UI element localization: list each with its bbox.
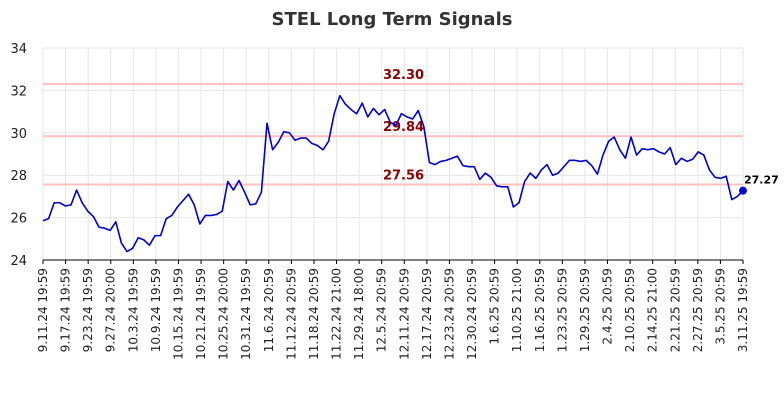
x-tick-label: 2.10.25 20:59: [623, 268, 637, 352]
x-tick-label: 12.5.24 20:59: [375, 268, 389, 352]
x-tick-label: 2.27.25 20:59: [691, 268, 705, 352]
level-label: 29.84: [383, 120, 424, 135]
y-tick-label: 30: [10, 127, 27, 142]
x-tick-label: 2.14.25 21:00: [646, 268, 660, 352]
x-tick-label: 10.25.24 20:00: [217, 268, 231, 360]
x-tick-label: 1.16.25 20:59: [533, 268, 547, 352]
x-tick-label: 1.6.25 20:59: [488, 268, 502, 345]
x-tick-label: 2.21.25 20:59: [668, 268, 682, 352]
x-tick-label: 2.4.25 20:59: [601, 268, 615, 345]
x-tick-label: 10.15.24 19:59: [171, 268, 185, 360]
level-label: 27.56: [383, 169, 424, 184]
chart-title: STEL Long Term Signals: [272, 9, 513, 30]
x-tick-label: 9.23.24 19:59: [81, 268, 95, 352]
x-tick-label: 9.17.24 19:59: [59, 268, 73, 352]
x-tick-label: 11.12.24 20:59: [284, 268, 298, 360]
x-tick-label: 11.22.24 21:00: [330, 268, 344, 360]
x-tick-label: 11.6.24 20:59: [262, 268, 276, 352]
x-tick-label: 10.9.24 19:59: [149, 268, 163, 352]
x-tick-label: 12.30.24 20:59: [465, 268, 479, 360]
y-tick-label: 32: [10, 84, 27, 99]
y-axis-ticks: 24 26 28 30 32 34: [10, 42, 27, 269]
y-tick-label: 28: [10, 169, 27, 184]
x-tick-label: 10.31.24 19:59: [239, 268, 253, 360]
x-tick-label: 3.11.25 19:59: [736, 268, 750, 352]
x-tick-label: 10.21.24 19:59: [194, 268, 208, 360]
price-line: [42, 94, 744, 253]
last-price-point: [739, 186, 747, 195]
y-tick-label: 24: [10, 254, 27, 269]
x-tick-label: 11.18.24 20:59: [307, 268, 321, 360]
last-price-label: 27.27: [744, 174, 779, 187]
price-series: 27.27: [42, 94, 779, 253]
level-label: 32.30: [383, 68, 424, 83]
x-tick-label: 1.23.25 20:59: [555, 268, 569, 352]
x-tick-label: 3.5.25 20:59: [713, 268, 727, 345]
x-tick-label: 9.27.24 20:00: [104, 268, 118, 352]
x-tick-label: 10.3.24 19:59: [126, 268, 140, 352]
y-tick-label: 34: [10, 42, 27, 57]
x-tick-label: 1.10.25 21:00: [510, 268, 524, 352]
x-tick-label: 12.17.24 20:59: [420, 268, 434, 360]
x-tick-label: 11.29.24 18:00: [352, 268, 366, 360]
x-tick-label: 1.29.25 20:59: [578, 268, 592, 352]
x-tick-label: 9.11.24 19:59: [36, 268, 50, 352]
axes: [42, 259, 744, 264]
x-axis-ticks: 9.11.24 19:59 9.17.24 19:59 9.23.24 19:59 9…: [36, 268, 750, 360]
x-tick-label: 12.11.24 20:59: [397, 268, 411, 360]
signal-levels: 32.30 29.84 27.56: [43, 68, 743, 186]
x-tick-label: 12.23.24 20:59: [442, 268, 456, 360]
y-tick-label: 26: [10, 212, 27, 227]
